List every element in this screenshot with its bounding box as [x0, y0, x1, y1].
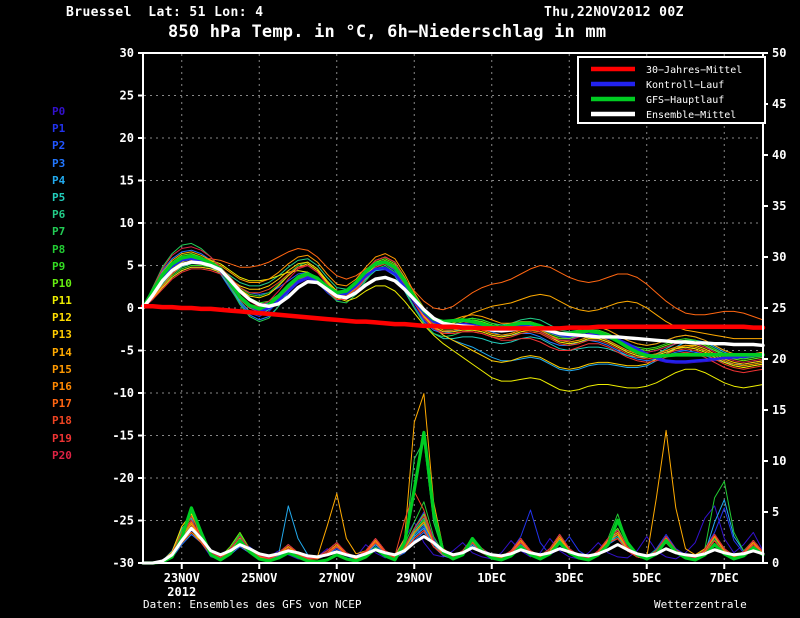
temp-line-p10 [142, 253, 764, 362]
ensemble-member-p18: P18 [52, 414, 72, 428]
y2-axis-label: 50 [772, 46, 786, 60]
y-axis-label: -5 [120, 344, 134, 358]
y2-axis-label: 10 [772, 454, 786, 468]
ensemble-member-p2: P2 [52, 139, 66, 153]
precip-line-p18 [142, 491, 764, 564]
x-axis-label: 25NOV [241, 571, 277, 585]
ensemble-member-list: P0 P1 P2 P3 P4 P5 P6 P7 P8 P9 P10 P11 P12 P13 P14 P15 P1… [52, 103, 98, 464]
temp-line-p20 [142, 246, 764, 363]
y-axis-label: -25 [112, 514, 134, 528]
x-axis-year-label: 2012 [167, 585, 196, 599]
ensemble-member-p15: P15 [52, 362, 72, 376]
y2-axis-label: 40 [772, 148, 786, 162]
x-axis-label: 29NOV [396, 571, 432, 585]
legend-label-0: 30−Jahres−Mittel [646, 65, 742, 76]
ensemble-member-p11: P11 [52, 294, 72, 308]
temp-line-p11 [142, 258, 764, 392]
precip-line-operational [141, 430, 765, 565]
y-axis-label: 5 [127, 259, 134, 273]
y2-axis-label: 25 [772, 301, 786, 315]
ensemble-member-p7: P7 [52, 225, 66, 239]
y-axis-label: -30 [112, 556, 134, 570]
ensemble-member-p8: P8 [52, 242, 66, 256]
precip-line-ensemble-mean [141, 526, 765, 565]
y-axis-label: 0 [127, 301, 134, 315]
ensemble-member-p3: P3 [52, 156, 66, 170]
temp-line-operational [141, 254, 765, 359]
y-axis-label: 20 [120, 131, 134, 145]
ensemble-member-p14: P14 [52, 345, 72, 359]
y2-axis-label: 0 [772, 556, 779, 570]
ensemble-member-p9: P9 [52, 259, 66, 273]
ensemble-member-p13: P13 [52, 328, 72, 342]
legend-label-2: GFS−Hauptlauf [646, 95, 724, 106]
y2-axis-label: 30 [772, 250, 786, 264]
x-axis-label: 1DEC [477, 571, 506, 585]
temp-line-climatology [140, 304, 766, 331]
y-axis-label: -20 [112, 471, 134, 485]
y-axis-label: 30 [120, 46, 134, 60]
ensemble-member-p17: P17 [52, 397, 72, 411]
ensemble-member-p5: P5 [52, 190, 66, 204]
x-axis-label: 7DEC [710, 571, 739, 585]
y-axis-label: 25 [120, 89, 134, 103]
ensemble-member-p19: P19 [52, 431, 72, 445]
brand-label: Wetterzentrale [654, 598, 747, 611]
ensemble-member-p1: P1 [52, 122, 66, 136]
ensemble-member-p6: P6 [52, 208, 66, 222]
legend-label-3: Ensemble−Mittel [646, 110, 736, 121]
ensemble-member-p20: P20 [52, 448, 72, 462]
y2-axis-label: 45 [772, 97, 786, 111]
y-axis-label: 15 [120, 174, 134, 188]
ensemble-member-p10: P10 [52, 276, 72, 290]
y2-axis-label: 15 [772, 403, 786, 417]
temp-line-p17 [142, 248, 764, 321]
ensemble-member-p16: P16 [52, 380, 72, 393]
ensemble-member-p0: P0 [52, 105, 66, 118]
ensemble-member-p12: P12 [52, 311, 72, 325]
x-axis-label: 27NOV [319, 571, 355, 585]
model-run-header: Thu,22NOV2012 00Z [544, 5, 684, 20]
station-header: Bruessel Lat: 51 Lon: 4 [66, 5, 264, 20]
y2-axis-label: 5 [772, 505, 779, 519]
y2-axis-label: 20 [772, 352, 786, 366]
x-axis-label: 23NOV [164, 571, 200, 585]
x-axis-label: 3DEC [555, 571, 584, 585]
y-axis-label: -10 [112, 386, 134, 400]
x-axis-label: 5DEC [632, 571, 661, 585]
y-axis-label: -15 [112, 429, 134, 443]
y-axis-label: 10 [120, 216, 134, 230]
page-title: 850 hPa Temp. in °C, 6h−Niederschlag in … [168, 22, 607, 42]
precip-line-p20 [142, 515, 764, 564]
legend-label-1: Kontroll−Lauf [646, 80, 724, 91]
data-source-note: Daten: Ensembles des GFS von NCEP [143, 598, 362, 611]
ensemble-member-p4: P4 [52, 173, 66, 187]
temp-line-p5 [142, 259, 764, 360]
y2-axis-label: 35 [772, 199, 786, 213]
